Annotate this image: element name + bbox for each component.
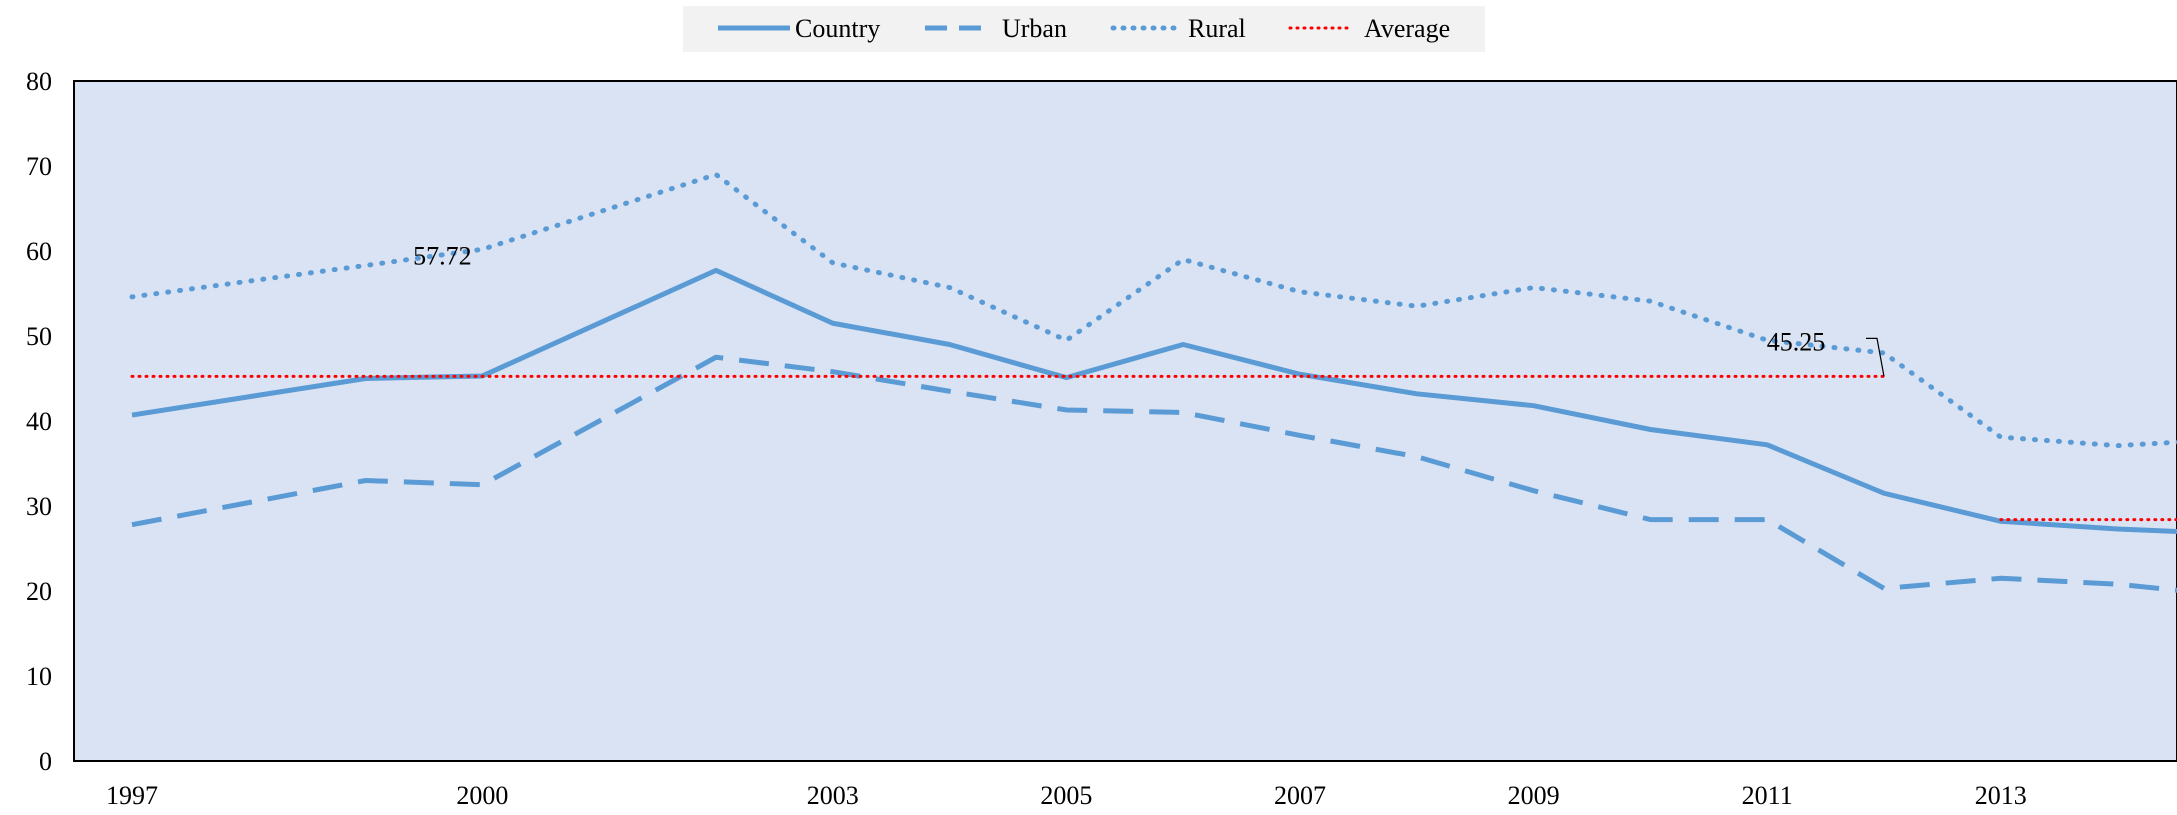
y-axis: 0 10 20 30 40 50 60 70 80 [26,67,52,776]
plot-area [73,80,2177,762]
series-layer [129,172,2177,593]
x-tick-label: 2005 [1040,781,1092,810]
series-line-country [131,267,2177,535]
legend-label-country: Country [795,14,880,43]
x-tick-label: 2000 [456,781,508,810]
annotation-leader-line [1866,337,1885,377]
data-label: 57.72 [413,241,472,270]
legend: Country Urban Rural Average [683,6,1485,52]
x-tick-label: 2009 [1508,781,1560,810]
x-axis: 199720002003200520072009201120132015 [106,781,2027,810]
legend-label-rural: Rural [1188,14,1246,43]
x-tick-label: 2003 [807,781,859,810]
series-line-rural [129,172,2177,449]
y-tick-label: 10 [26,662,52,691]
y-tick-label: 30 [26,492,52,521]
x-tick-label: 1997 [106,781,158,810]
y-tick-label: 50 [26,322,52,351]
y-tick-label: 70 [26,152,52,181]
data-label: 45.25 [1767,327,1826,356]
y-tick-label: 80 [26,67,52,96]
x-tick-label: 2007 [1274,781,1326,810]
y-tick-label: 40 [26,407,52,436]
series-line-urban [131,354,2177,593]
legend-background [683,6,1485,52]
x-tick-label: 2011 [1742,781,1793,810]
y-tick-label: 60 [26,237,52,266]
legend-label-urban: Urban [1002,14,1067,43]
x-tick-label: 2013 [1975,781,2027,810]
y-tick-label: 20 [26,577,52,606]
y-tick-label: 0 [39,747,52,776]
legend-label-average: Average [1364,14,1450,43]
